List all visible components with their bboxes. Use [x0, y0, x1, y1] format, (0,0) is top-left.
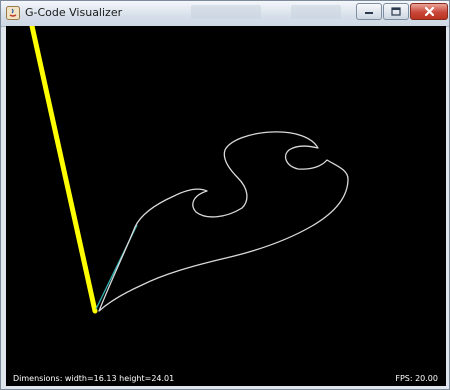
maximize-button[interactable] [383, 3, 409, 20]
minimize-icon [365, 11, 373, 14]
maximize-icon [391, 7, 401, 16]
close-icon [424, 6, 434, 17]
tool-line [29, 26, 98, 314]
minimize-button[interactable] [356, 3, 382, 20]
dimensions-readout: Dimensions: width=16.13 height=24.01 [13, 374, 175, 383]
background-window-ghost [191, 5, 261, 19]
toolpath-outline [98, 131, 349, 312]
title-bar[interactable]: G-Code Visualizer [1, 1, 449, 27]
background-window-ghost [291, 5, 341, 19]
gcode-viewport[interactable]: Dimensions: width=16.13 height=24.01 FPS… [6, 26, 446, 386]
close-button[interactable] [410, 3, 448, 20]
window-title: G-Code Visualizer [25, 6, 123, 19]
java-app-icon [6, 6, 20, 20]
fps-readout: FPS: 20.00 [395, 374, 438, 383]
toolpath-render [29, 26, 349, 314]
